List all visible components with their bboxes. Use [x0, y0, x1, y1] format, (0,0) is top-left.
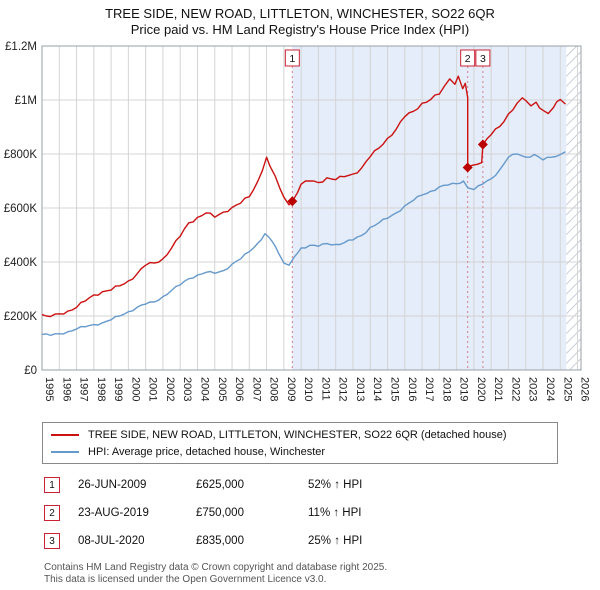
- svg-text:2025: 2025: [561, 377, 573, 401]
- svg-text:£400K: £400K: [4, 257, 38, 269]
- svg-text:2010: 2010: [302, 377, 314, 401]
- svg-text:2004: 2004: [198, 377, 210, 401]
- svg-text:1: 1: [289, 53, 295, 65]
- sale-number-badge: 3: [44, 533, 60, 549]
- price-history-chart: 1 2 3 £0 £200K £400K £600K £800K £1M £1.2M 1995 199…: [4, 41, 591, 401]
- svg-text:2012: 2012: [337, 377, 349, 401]
- property-line-swatch: [51, 433, 79, 436]
- svg-text:2002: 2002: [164, 377, 176, 401]
- sale-hpi-delta: 25% ↑ HPI: [308, 535, 363, 547]
- legend-label: HPI: Average price, detached house, Winc…: [88, 445, 326, 458]
- footer-line-1: Contains HM Land Registry data © Crown c…: [44, 562, 388, 573]
- svg-text:2008: 2008: [268, 377, 280, 401]
- svg-text:2000: 2000: [129, 377, 141, 401]
- svg-text:£600K: £600K: [4, 203, 38, 215]
- legend-item-property: TREE SIDE, NEW ROAD, LITTLETON, WINCHEST…: [51, 426, 549, 443]
- svg-text:2013: 2013: [354, 377, 366, 401]
- svg-text:£200K: £200K: [4, 311, 38, 323]
- svg-text:2024: 2024: [544, 377, 556, 401]
- table-row: 2 23-AUG-2019 £750,000 11% ↑ HPI: [44, 502, 600, 524]
- svg-text:2018: 2018: [440, 377, 452, 401]
- sale-number-badge: 1: [44, 477, 60, 493]
- svg-text:1996: 1996: [60, 377, 72, 401]
- sales-table: 1 26-JUN-2009 £625,000 52% ↑ HPI 2 23-AU…: [44, 474, 600, 552]
- sale-hpi-delta: 11% ↑ HPI: [308, 507, 362, 519]
- svg-text:£800K: £800K: [4, 149, 38, 161]
- footer-line-2: This data is licensed under the Open Gov…: [44, 574, 327, 585]
- svg-text:2022: 2022: [509, 377, 521, 401]
- svg-text:£1.2M: £1.2M: [5, 41, 37, 53]
- sale-date: 08-JUL-2020: [78, 535, 145, 547]
- sale-date: 23-AUG-2019: [78, 507, 149, 519]
- sale-price: £835,000: [196, 535, 244, 547]
- page-subtitle: Price paid vs. HM Land Registry's House …: [130, 22, 470, 37]
- svg-text:2003: 2003: [181, 377, 193, 401]
- svg-text:2011: 2011: [319, 377, 331, 401]
- sale-hpi-delta: 52% ↑ HPI: [308, 479, 363, 491]
- svg-text:2005: 2005: [216, 377, 228, 401]
- svg-text:2021: 2021: [492, 377, 504, 401]
- svg-text:2009: 2009: [285, 377, 297, 401]
- page-title: TREE SIDE, NEW ROAD, LITTLETON, WINCHEST…: [105, 6, 495, 21]
- sale-number-badge: 2: [44, 505, 60, 521]
- chart-header: TREE SIDE, NEW ROAD, LITTLETON, WINCHEST…: [0, 0, 600, 38]
- hpi-line-swatch: [51, 450, 79, 453]
- svg-text:2: 2: [465, 53, 471, 65]
- legend-item-hpi: HPI: Average price, detached house, Winc…: [51, 443, 549, 460]
- sale-date: 26-JUN-2009: [78, 479, 147, 491]
- svg-text:1999: 1999: [112, 377, 124, 401]
- svg-text:2014: 2014: [371, 377, 383, 401]
- svg-text:£1M: £1M: [15, 95, 37, 107]
- svg-text:2020: 2020: [475, 377, 487, 401]
- table-row: 3 08-JUL-2020 £835,000 25% ↑ HPI: [44, 530, 600, 552]
- sale-price: £625,000: [196, 479, 244, 491]
- svg-text:1997: 1997: [78, 377, 90, 401]
- svg-text:2023: 2023: [527, 377, 539, 401]
- svg-text:2026: 2026: [579, 377, 591, 401]
- svg-text:2019: 2019: [458, 377, 470, 401]
- legend-label: TREE SIDE, NEW ROAD, LITTLETON, WINCHEST…: [88, 428, 507, 441]
- svg-text:1995: 1995: [43, 377, 55, 401]
- sale-price: £750,000: [196, 507, 244, 519]
- chart-legend: TREE SIDE, NEW ROAD, LITTLETON, WINCHEST…: [42, 422, 558, 464]
- license-footer: Contains HM Land Registry data © Crown c…: [44, 562, 600, 586]
- svg-text:1998: 1998: [95, 377, 107, 401]
- table-row: 1 26-JUN-2009 £625,000 52% ↑ HPI: [44, 474, 600, 496]
- svg-text:2006: 2006: [233, 377, 245, 401]
- svg-text:2016: 2016: [406, 377, 418, 401]
- svg-text:2001: 2001: [147, 377, 159, 401]
- svg-text:£0: £0: [24, 365, 37, 377]
- svg-text:2017: 2017: [423, 377, 435, 401]
- svg-text:2015: 2015: [389, 377, 401, 401]
- svg-text:3: 3: [480, 53, 486, 65]
- svg-text:2007: 2007: [250, 377, 262, 401]
